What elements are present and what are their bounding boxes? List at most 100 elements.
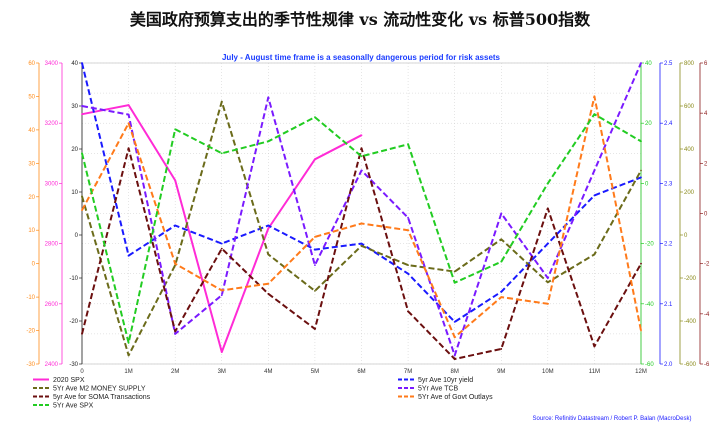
series-point (640, 176, 642, 179)
grid (81, 62, 642, 365)
series-point (593, 194, 596, 197)
series-point (360, 242, 363, 245)
y-tick-label: 6 (704, 61, 708, 67)
series-point (81, 152, 83, 155)
y-tick-label: 2600 (45, 302, 59, 308)
series-point (314, 116, 316, 119)
y-tick-label: 30 (28, 161, 35, 167)
x-tick-label: 8M (450, 369, 458, 375)
y-tick-label: 400 (684, 147, 695, 153)
series-point (220, 294, 223, 297)
legend-label: 5yr Ave 10yr yield (418, 377, 473, 384)
y-tick-label: -200 (684, 276, 697, 282)
series-point (593, 113, 596, 116)
series-point (546, 242, 549, 245)
y-tick-label: 3000 (45, 181, 59, 187)
series-point (360, 169, 363, 172)
series-point (360, 155, 363, 158)
series-point (267, 224, 270, 227)
x-tick-label: 2M (171, 369, 179, 375)
chart-subtitle: July - August time frame is a seasonally… (222, 53, 501, 62)
y-tick-label: 0 (684, 233, 688, 239)
x-tick-label: 11M (589, 369, 600, 375)
x-tick-label: 12M (635, 369, 647, 375)
series-point (314, 158, 316, 161)
x-tick-label: 3M (218, 369, 226, 375)
series-point (267, 282, 270, 285)
series-point (546, 302, 549, 305)
y-tick-label: -40 (645, 302, 654, 308)
series-point (640, 169, 642, 172)
y-tick-label: 2.3 (664, 181, 673, 187)
y-tick-label: 0 (75, 233, 79, 239)
legend-label: 5Yr Ave TCB (418, 386, 459, 393)
series-point (174, 128, 177, 131)
page-title: 美国政府预算支出的季节性规律 vs 流动性变化 vs 标普500指数 (129, 10, 591, 29)
series-point (81, 113, 83, 116)
series-point (127, 104, 130, 107)
series-point (453, 354, 456, 357)
y-tick-label: 2.2 (664, 242, 673, 248)
legend: 2020 SPX 5yr Ave 10yr yield 5Yr Ave M2 MON… (33, 377, 493, 410)
series-point (453, 336, 456, 339)
y-tick-label: 40 (71, 61, 78, 67)
series-point (500, 260, 503, 263)
series-point (314, 248, 316, 251)
series-point (500, 212, 503, 215)
x-tick-label: 0 (80, 369, 84, 375)
series-point (500, 296, 503, 299)
series-point (314, 327, 316, 330)
series-point (174, 224, 177, 227)
legend-label: 5Yr Ave of Govt Outlays (418, 394, 493, 401)
series-point (267, 140, 270, 143)
series-point (220, 152, 223, 155)
y-tick-label: -20 (69, 319, 78, 325)
y-tick-label: 2800 (45, 242, 59, 248)
x-tick-label: 6M (357, 369, 365, 375)
series-point (267, 253, 270, 256)
y-tick-label: 2.4 (664, 121, 673, 127)
y-tick-label: 0 (645, 181, 649, 187)
series-point (314, 290, 316, 292)
series-point (546, 207, 549, 210)
series-point (593, 95, 596, 98)
series-point (267, 96, 270, 99)
series-point (407, 264, 409, 266)
series-point (267, 227, 270, 230)
series-point (127, 147, 130, 150)
series-point (81, 209, 83, 212)
series-point (127, 254, 130, 257)
series-point (267, 292, 270, 295)
x-tick-label: 10M (542, 369, 554, 375)
y-tick-label: 2 (704, 161, 708, 167)
y-tick-label: 4 (704, 111, 708, 117)
series-point (453, 270, 456, 273)
series-point (220, 100, 223, 103)
series-point (220, 289, 223, 292)
series-point (360, 222, 363, 225)
y-tick-label: 0 (704, 212, 708, 218)
legend-label: 2020 SPX (53, 377, 85, 384)
series-point (174, 333, 177, 335)
series-point (640, 62, 642, 64)
series-point (127, 354, 130, 357)
series-point (640, 329, 642, 332)
y-tick-label: 20 (28, 195, 35, 201)
series-line-3 (81, 62, 642, 357)
y-tick-label: 800 (684, 61, 695, 67)
series-point (407, 310, 409, 313)
y-tick-label: 60 (28, 61, 35, 67)
y-tick-label: 10 (71, 190, 78, 196)
y-tick-label: -2 (704, 262, 710, 268)
legend-label: 5yr Ave for SOMA Transactions (53, 394, 151, 401)
series-point (81, 195, 83, 198)
series-point (174, 262, 177, 265)
y-tick-label: 10 (28, 228, 35, 234)
legend-label: 5Yr Ave M2 MONEY SUPPLY (53, 386, 146, 393)
x-tick-label: 4M (264, 369, 272, 375)
y-tick-label: -10 (69, 276, 78, 282)
series-point (593, 253, 596, 256)
series-point (314, 264, 316, 266)
series-point (500, 238, 503, 241)
x-tick-label: 1M (124, 369, 132, 375)
